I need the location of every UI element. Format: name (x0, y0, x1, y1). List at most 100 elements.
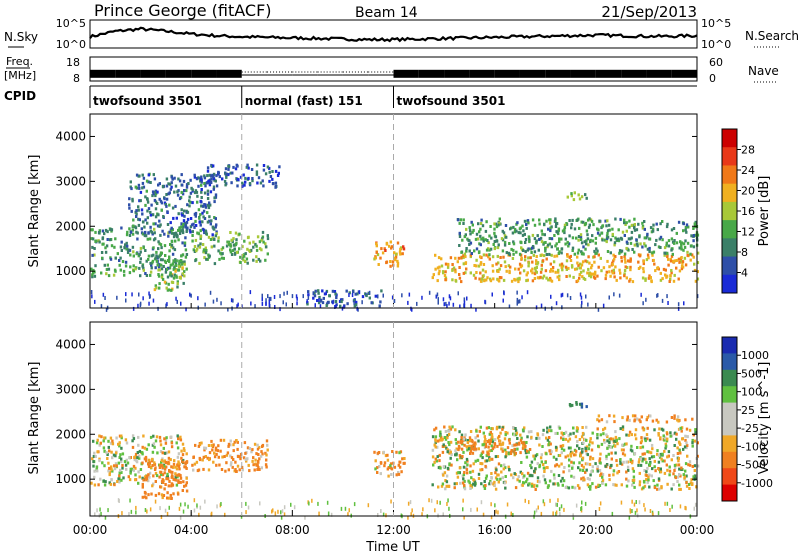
echo-cell (599, 501, 602, 506)
echo-cell (614, 255, 617, 258)
echo-cell (353, 299, 356, 302)
echo-cell (548, 221, 552, 225)
echo-cell (217, 236, 220, 240)
echo-cell (467, 479, 470, 483)
echo-cell (375, 242, 378, 246)
echo-cell (526, 219, 530, 223)
echo-cell (531, 233, 535, 237)
echo-cell (513, 277, 516, 281)
echo-cell (214, 193, 218, 197)
echo-cell (92, 455, 96, 458)
echo-cell (159, 243, 163, 247)
echo-cell (219, 449, 222, 453)
echo-cell (680, 264, 684, 268)
echo-cell (527, 221, 530, 225)
echo-cell (229, 250, 233, 254)
echo-cell (242, 253, 246, 257)
echo-cell (652, 479, 655, 483)
echo-cell (468, 243, 471, 246)
echo-cell (169, 470, 173, 474)
echo-cell (204, 246, 207, 250)
echo-cell (584, 223, 587, 226)
echo-cell (472, 443, 475, 447)
echo-cell (670, 487, 673, 491)
echo-cell (154, 207, 158, 211)
echo-cell (166, 223, 170, 226)
echo-cell (542, 499, 545, 504)
echo-cell (442, 473, 445, 477)
echo-cell (213, 216, 216, 219)
echo-cell (586, 462, 589, 466)
echo-cell (531, 246, 534, 250)
echo-cell (533, 277, 537, 280)
echo-cell (192, 222, 195, 226)
echo-cell (230, 298, 233, 303)
echo-cell (253, 442, 257, 446)
echo-cell (584, 259, 587, 263)
echo-cell (164, 203, 167, 206)
echo-cell (317, 289, 320, 293)
echo-cell (570, 460, 573, 464)
echo-cell (146, 209, 149, 213)
echo-cell (462, 465, 466, 469)
colorbar-swatch (722, 451, 737, 469)
echo-cell (641, 276, 645, 280)
echo-cell (170, 441, 174, 445)
echo-cell (598, 419, 601, 423)
echo-cell (125, 458, 128, 462)
echo-cell (474, 237, 478, 241)
echo-cell (575, 401, 578, 404)
echo-cell (670, 254, 674, 258)
echo-cell (601, 238, 604, 242)
echo-cell (494, 222, 497, 226)
echo-cell (141, 186, 144, 190)
echo-cell (520, 461, 523, 464)
echo-cell (208, 173, 211, 177)
echo-cell (580, 435, 584, 439)
echo-cell (100, 251, 104, 254)
echo-cell (196, 503, 198, 508)
echo-cell (685, 427, 689, 431)
echo-cell (245, 165, 248, 169)
echo-cell (692, 234, 696, 237)
echo-cell (379, 256, 382, 260)
echo-cell (147, 173, 150, 177)
echo-cell (544, 246, 547, 250)
echo-cell (410, 512, 412, 517)
echo-cell (576, 427, 579, 431)
echo-cell (639, 457, 643, 461)
echo-cell (129, 471, 132, 475)
echo-cell (688, 463, 692, 467)
echo-cell (155, 435, 159, 439)
echo-cell (528, 448, 532, 451)
echo-cell (118, 444, 121, 448)
echo-cell (182, 458, 185, 462)
echo-cell (548, 237, 551, 240)
echo-cell (181, 241, 184, 245)
echo-cell (534, 454, 538, 458)
echo-cell (567, 439, 570, 443)
echo-cell (248, 469, 251, 473)
echo-cell (462, 498, 464, 503)
echo-cell (657, 511, 660, 516)
echo-cell (583, 240, 586, 244)
echo-cell (499, 431, 502, 435)
echo-cell (454, 270, 457, 274)
echo-cell (258, 457, 261, 461)
echo-cell (585, 438, 588, 442)
echo-cell (291, 294, 294, 299)
echo-cell (234, 231, 238, 235)
echo-cell (540, 229, 543, 233)
echo-cell (455, 441, 458, 445)
echo-cell (340, 300, 343, 304)
echo-cell (590, 266, 593, 270)
noise-series (89, 26, 698, 43)
echo-cell (533, 469, 536, 473)
echo-cell (172, 276, 176, 280)
echo-cell (390, 499, 392, 504)
echo-cell (202, 228, 206, 232)
echo-cell (402, 245, 405, 249)
echo-cell (384, 249, 387, 252)
echo-cell (572, 275, 575, 279)
